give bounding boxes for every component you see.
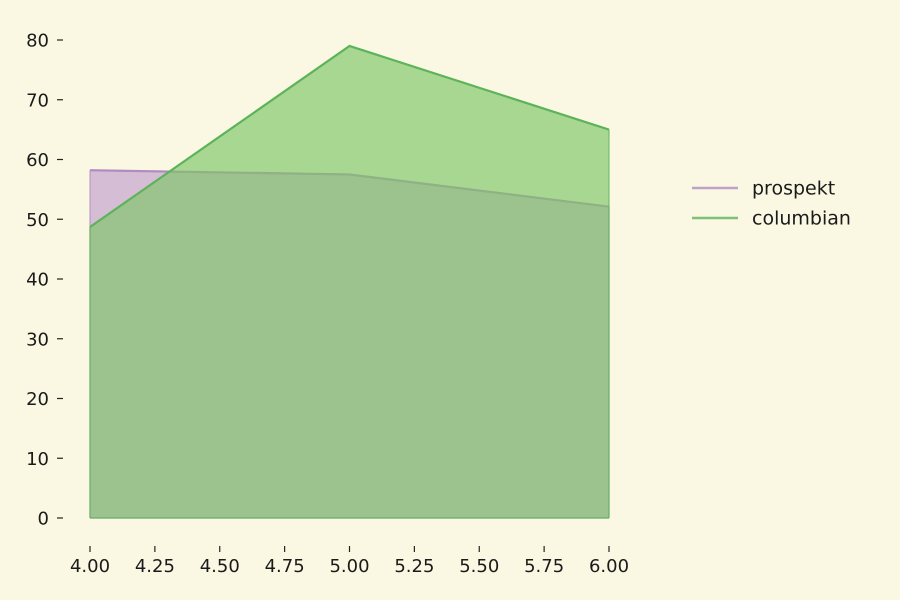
x-tick-label: 4.00 xyxy=(70,556,110,577)
y-tick-label: 10 xyxy=(26,449,49,470)
x-tick-label: 4.75 xyxy=(265,556,305,577)
x-tick-label: 4.50 xyxy=(200,556,240,577)
y-tick-label: 80 xyxy=(26,31,49,52)
x-axis: 4.00 4.25 4.50 4.75 5.00 5.25 5.50 5.75 6.00 xyxy=(70,546,629,577)
y-tick-label: 0 xyxy=(38,509,49,530)
y-tick-label: 40 xyxy=(26,270,49,291)
x-tick-label: 5.25 xyxy=(394,556,434,577)
y-tick-label: 20 xyxy=(26,389,49,410)
x-tick-label: 5.50 xyxy=(459,556,499,577)
x-tick-label: 6.00 xyxy=(589,556,629,577)
y-tick-label: 30 xyxy=(26,329,49,350)
area-series-group xyxy=(89,44,610,519)
x-tick-label: 5.75 xyxy=(524,556,564,577)
area-line-columbian xyxy=(89,44,610,228)
y-tick-label: 50 xyxy=(26,210,49,231)
y-tick-label: 60 xyxy=(26,150,49,171)
legend: prospekt columbian xyxy=(692,178,851,230)
legend-label-prospekt: prospekt xyxy=(752,178,835,200)
x-tick-label: 5.00 xyxy=(329,556,369,577)
y-axis: 0 10 20 30 40 50 60 70 80 xyxy=(26,31,63,530)
x-tick-label: 4.25 xyxy=(135,556,175,577)
y-tick-label: 70 xyxy=(26,90,49,111)
legend-label-columbian: columbian xyxy=(752,208,851,230)
area-fill-columbian xyxy=(90,45,609,518)
